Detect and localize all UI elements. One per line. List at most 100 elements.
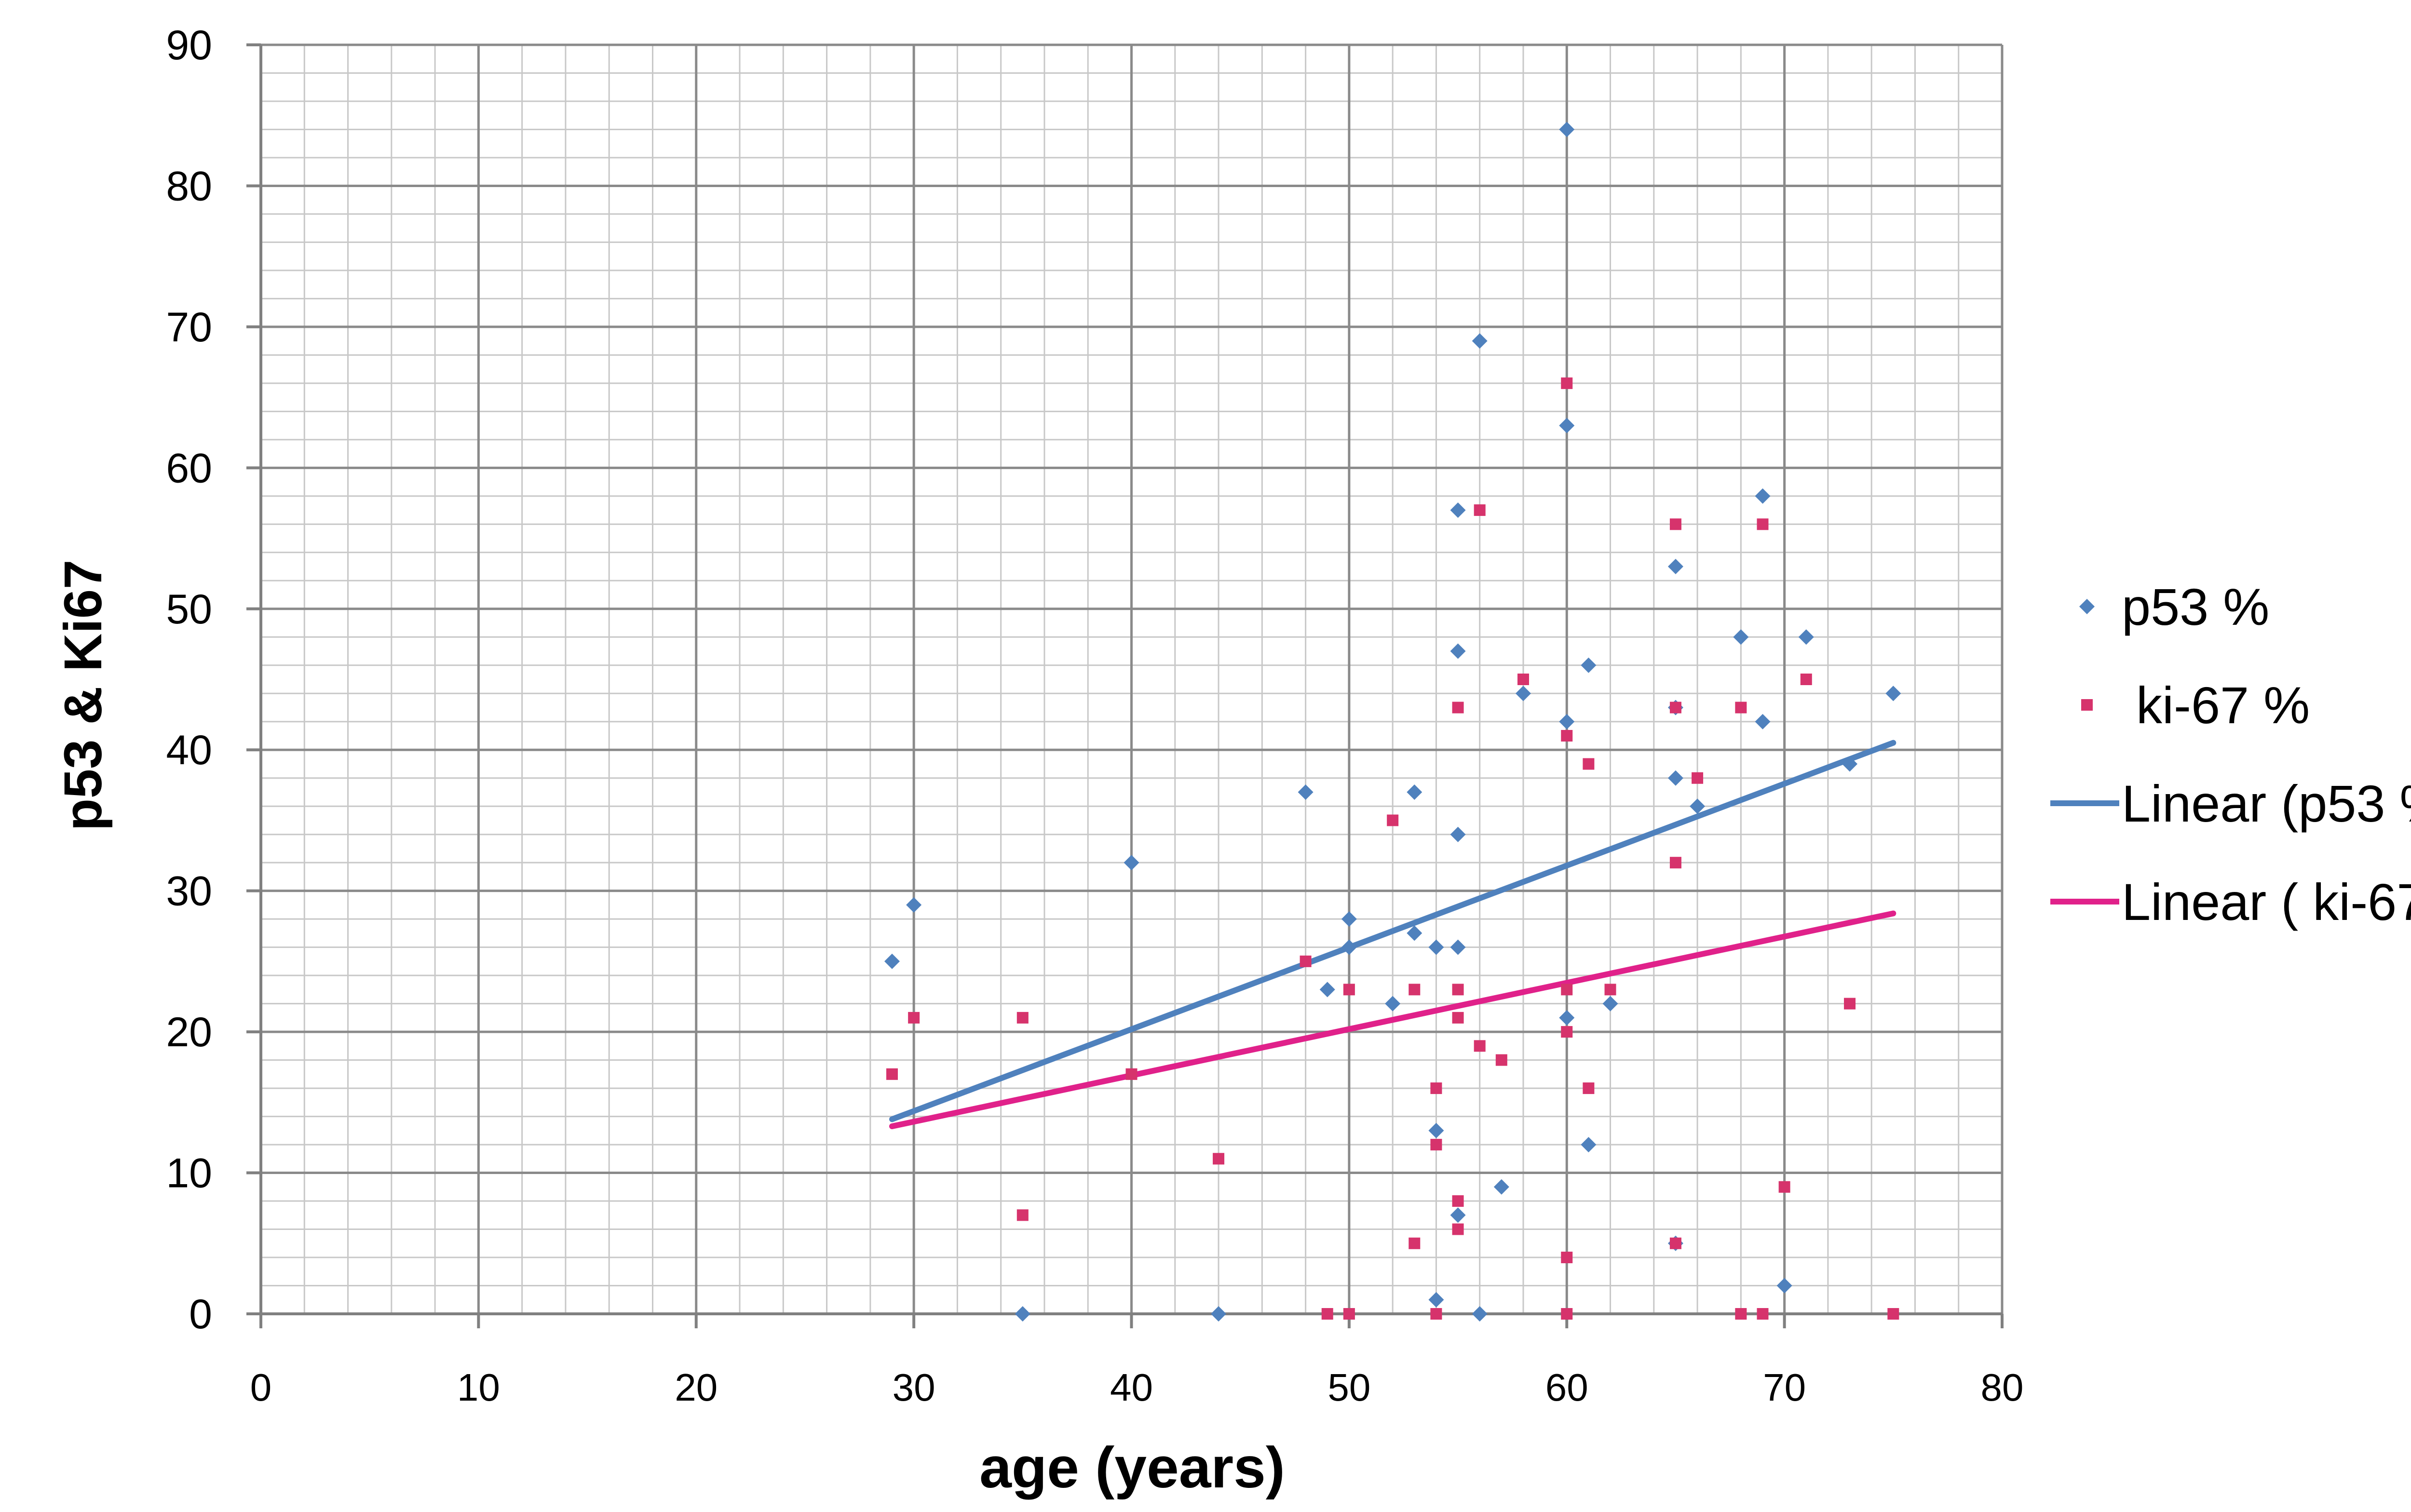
data-point-p53 xyxy=(1341,911,1357,927)
data-point-ki67 xyxy=(1213,1153,1225,1165)
data-point-ki67 xyxy=(1887,1308,1899,1320)
legend: p53 % ki-67 % Linear (p53 %) Linear ( ki-6… xyxy=(2050,578,2411,931)
data-point-p53 xyxy=(1450,826,1466,842)
data-point-ki67 xyxy=(1452,1223,1464,1235)
data-point-p53 xyxy=(906,897,922,913)
y-tick-labels: 0 10 20 30 40 50 60 70 80 90 xyxy=(166,22,212,1337)
data-point-ki67 xyxy=(1430,1082,1442,1094)
data-point-ki67 xyxy=(1669,857,1681,869)
data-point-p53 xyxy=(1211,1306,1227,1322)
data-point-p53 xyxy=(1559,418,1575,433)
data-point-p53 xyxy=(1602,996,1618,1012)
y-tick-label: 70 xyxy=(166,304,212,351)
data-point-p53 xyxy=(1755,714,1771,729)
data-point-ki67 xyxy=(1692,772,1704,784)
data-point-p53 xyxy=(1515,686,1531,702)
data-point-p53 xyxy=(1755,488,1771,504)
data-point-ki67 xyxy=(1016,1012,1029,1024)
data-point-p53 xyxy=(1472,1306,1488,1322)
x-axis-title: age (years) xyxy=(979,1435,1285,1500)
data-point-p53 xyxy=(1798,629,1814,645)
trendline xyxy=(889,910,1896,1130)
data-point-p53 xyxy=(1667,559,1683,575)
data-point-ki67 xyxy=(1452,984,1464,996)
data-point-ki67 xyxy=(886,1068,898,1080)
data-point-p53 xyxy=(1407,925,1422,941)
legend-label: p53 % xyxy=(2122,578,2269,636)
x-tick-label: 30 xyxy=(893,1366,935,1409)
data-point-p53 xyxy=(1493,1179,1509,1195)
data-point-ki67 xyxy=(1844,998,1856,1010)
data-point-ki67 xyxy=(1561,1026,1573,1038)
data-point-p53 xyxy=(1776,1278,1792,1294)
data-point-ki67 xyxy=(1343,984,1355,996)
y-tick-label: 60 xyxy=(166,445,212,491)
data-point-p53 xyxy=(1690,798,1706,814)
legend-item-linear-ki67: Linear ( ki-67 %) xyxy=(2050,873,2411,931)
data-point-p53 xyxy=(1581,1137,1597,1153)
data-point-p53 xyxy=(1450,502,1466,518)
x-tick-label: 50 xyxy=(1327,1366,1370,1409)
data-point-p53 xyxy=(1298,784,1314,800)
data-point-ki67 xyxy=(1757,1308,1769,1320)
data-point-ki67 xyxy=(1016,1209,1029,1221)
data-point-p53 xyxy=(1842,756,1858,772)
x-tick-label: 40 xyxy=(1110,1366,1153,1409)
data-point-p53 xyxy=(1885,686,1901,702)
data-point-ki67 xyxy=(1430,1139,1442,1151)
data-point-ki67 xyxy=(1474,504,1486,516)
data-point-ki67 xyxy=(1495,1054,1507,1066)
data-point-ki67 xyxy=(1321,1308,1333,1320)
x-tick-label: 60 xyxy=(1545,1366,1588,1409)
data-point-p53 xyxy=(1559,122,1575,137)
data-point-p53 xyxy=(1450,643,1466,659)
data-point-ki67 xyxy=(1757,518,1769,530)
y-tick-label: 30 xyxy=(166,868,212,915)
legend-item-ki67: ki-67 % xyxy=(2081,676,2310,734)
x-tick-label: 70 xyxy=(1763,1366,1806,1409)
data-point-ki67 xyxy=(1735,1308,1747,1320)
data-point-ki67 xyxy=(1300,955,1312,967)
data-point-ki67 xyxy=(1604,984,1616,996)
data-point-ki67 xyxy=(1561,729,1573,742)
y-tick-label: 50 xyxy=(166,586,212,633)
legend-label: ki-67 % xyxy=(2122,676,2310,734)
data-point-p53 xyxy=(1407,784,1422,800)
data-point-ki67 xyxy=(1561,984,1573,996)
data-point-ki67 xyxy=(1583,758,1595,770)
data-point-p53 xyxy=(1450,939,1466,955)
data-point-p53 xyxy=(1581,657,1597,673)
legend-marker-square xyxy=(2081,699,2093,711)
x-tick-label: 20 xyxy=(675,1366,718,1409)
data-point-ki67 xyxy=(1800,674,1812,685)
trendlines xyxy=(889,740,1896,1130)
data-point-p53 xyxy=(1428,1122,1444,1138)
data-point-ki67 xyxy=(1669,702,1681,714)
legend-item-linear-p53: Linear (p53 %) xyxy=(2050,774,2411,833)
y-tick-label: 90 xyxy=(166,22,212,68)
data-point-ki67 xyxy=(1669,518,1681,530)
data-point-ki67 xyxy=(1125,1068,1138,1080)
data-point-p53 xyxy=(884,953,900,969)
data-point-ki67 xyxy=(1452,1012,1464,1024)
y-tick-label: 80 xyxy=(166,163,212,209)
data-point-p53 xyxy=(1428,939,1444,955)
data-point-p53 xyxy=(1733,629,1749,645)
y-tick-label: 40 xyxy=(166,727,212,773)
legend-label: Linear ( ki-67 %) xyxy=(2122,873,2411,931)
data-point-ki67 xyxy=(1387,814,1399,826)
data-point-ki67 xyxy=(1409,1237,1421,1249)
data-point-ki67 xyxy=(1343,1308,1355,1320)
axes xyxy=(246,43,2004,1328)
y-tick-label: 20 xyxy=(166,1009,212,1055)
legend-marker-diamond xyxy=(2079,599,2095,614)
data-point-ki67 xyxy=(908,1012,920,1024)
data-point-p53 xyxy=(1559,714,1575,729)
data-point-p53 xyxy=(1450,1207,1466,1223)
data-point-p53 xyxy=(1319,982,1335,998)
legend-label: Linear (p53 %) xyxy=(2122,774,2411,833)
data-points xyxy=(884,122,1901,1322)
data-point-p53 xyxy=(1559,1010,1575,1026)
data-point-ki67 xyxy=(1452,1195,1464,1207)
